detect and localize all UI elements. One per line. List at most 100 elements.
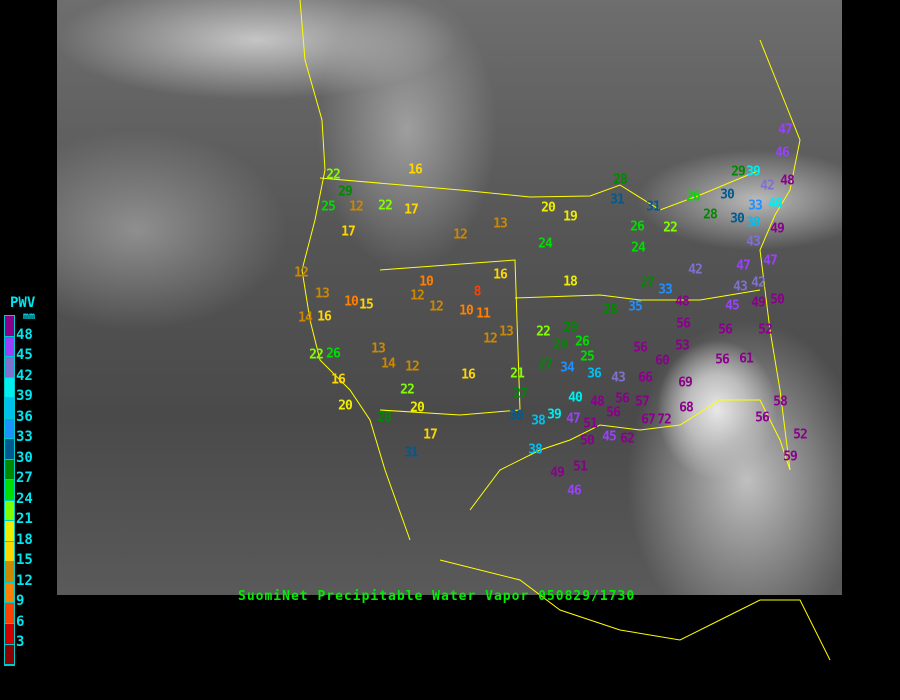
station-pwv-value: 13 <box>493 216 508 232</box>
station-pwv-value: 10 <box>459 303 474 319</box>
state-lines <box>379 259 521 416</box>
station-pwv-value: 13 <box>371 341 386 357</box>
station-pwv-value: 50 <box>580 433 595 449</box>
legend-color-scale <box>4 315 15 666</box>
station-pwv-value: 62 <box>620 431 635 447</box>
station-pwv-value: 25 <box>321 199 336 215</box>
station-pwv-value: 48 <box>780 173 795 189</box>
legend-swatch <box>5 398 14 419</box>
legend-label: 18 <box>16 531 33 548</box>
station-pwv-value: 12 <box>410 288 425 304</box>
legend-label: 27 <box>16 470 33 487</box>
legend-swatch <box>5 644 14 666</box>
legend-label: 45 <box>16 347 33 364</box>
legend-swatch <box>5 459 14 481</box>
station-pwv-value: 51 <box>573 459 588 475</box>
station-pwv-value: 49 <box>751 295 766 311</box>
station-pwv-value: 56 <box>606 405 621 421</box>
station-pwv-value: 31 <box>404 445 419 461</box>
station-pwv-value: 33 <box>748 198 763 214</box>
station-pwv-value: 34 <box>560 360 575 376</box>
station-pwv-value: 16 <box>317 309 332 325</box>
station-pwv-value: 25 <box>580 349 595 365</box>
station-pwv-value: 58 <box>773 394 788 410</box>
station-pwv-value: 12 <box>349 199 364 215</box>
station-pwv-value: 10 <box>344 294 359 310</box>
legend-swatch <box>5 562 14 583</box>
legend-label: 24 <box>16 490 33 507</box>
station-pwv-value: 20 <box>541 200 556 216</box>
station-pwv-value: 42 <box>760 178 775 194</box>
station-pwv-value: 22 <box>663 220 678 236</box>
station-pwv-value: 8 <box>473 284 482 300</box>
legend-label: 33 <box>16 429 33 446</box>
legend-swatch <box>5 623 14 645</box>
station-pwv-value: 40 <box>768 196 783 212</box>
station-pwv-value: 61 <box>739 351 754 367</box>
station-pwv-value: 29 <box>338 184 353 200</box>
station-pwv-value: 20 <box>410 400 425 416</box>
station-pwv-value: 26 <box>575 334 590 350</box>
legend-label: 39 <box>16 388 33 405</box>
east-coastline <box>759 39 801 471</box>
station-pwv-value: 68 <box>679 400 694 416</box>
station-pwv-value: 47 <box>566 411 581 427</box>
legend-swatch <box>5 521 14 542</box>
station-pwv-value: 45 <box>602 429 617 445</box>
station-pwv-value: 38 <box>528 442 543 458</box>
station-pwv-value: 11 <box>476 306 491 322</box>
station-pwv-value: 72 <box>657 412 672 428</box>
station-pwv-value: 52 <box>758 322 773 338</box>
legend-swatch <box>5 603 14 624</box>
station-pwv-value: 16 <box>331 372 346 388</box>
station-pwv-value: 22 <box>400 382 415 398</box>
station-pwv-value: 12 <box>429 299 444 315</box>
station-pwv-value: 16 <box>408 162 423 178</box>
station-pwv-value: 46 <box>775 145 790 161</box>
station-pwv-value: 30 <box>509 408 524 424</box>
legend-label: 36 <box>16 408 33 425</box>
legend-label: 12 <box>16 572 33 589</box>
station-pwv-value: 29 <box>553 337 568 353</box>
station-pwv-value: 57 <box>635 394 650 410</box>
station-pwv-value: 22 <box>536 324 551 340</box>
station-pwv-value: 39 <box>746 164 761 180</box>
gulf-coastline <box>469 399 791 511</box>
station-pwv-value: 49 <box>770 221 785 237</box>
station-pwv-value: 30 <box>720 187 735 203</box>
station-pwv-value: 51 <box>583 416 598 432</box>
legend-label: 9 <box>16 593 25 610</box>
station-pwv-value: 16 <box>461 367 476 383</box>
station-pwv-value: 29 <box>731 164 746 180</box>
station-pwv-value: 29 <box>563 320 578 336</box>
station-pwv-value: 50 <box>770 292 785 308</box>
station-pwv-value: 52 <box>793 427 808 443</box>
station-pwv-value: 26 <box>630 219 645 235</box>
station-pwv-value: 43 <box>611 370 626 386</box>
station-pwv-value: 28 <box>603 302 618 318</box>
station-pwv-value: 21 <box>510 366 525 382</box>
state-lines-2 <box>514 289 761 301</box>
station-pwv-value: 12 <box>294 265 309 281</box>
station-pwv-value: 20 <box>338 398 353 414</box>
station-pwv-value: 48 <box>590 394 605 410</box>
station-pwv-value: 28 <box>703 207 718 223</box>
legend-label: 48 <box>16 326 33 343</box>
station-pwv-value: 47 <box>778 122 793 138</box>
west-coastline <box>299 0 411 541</box>
station-pwv-value: 56 <box>715 352 730 368</box>
legend-label: 21 <box>16 511 33 528</box>
station-pwv-value: 47 <box>763 253 778 269</box>
legend-swatch <box>5 541 14 563</box>
station-pwv-value: 13 <box>315 286 330 302</box>
legend-unit: mm <box>23 311 36 322</box>
legend-label: 6 <box>16 613 25 630</box>
station-pwv-value: 56 <box>718 322 733 338</box>
station-pwv-value: 27 <box>538 357 553 373</box>
legend-swatch <box>5 500 14 522</box>
legend-swatch <box>5 357 14 378</box>
station-pwv-value: 31 <box>610 192 625 208</box>
station-pwv-value: 10 <box>419 274 434 290</box>
